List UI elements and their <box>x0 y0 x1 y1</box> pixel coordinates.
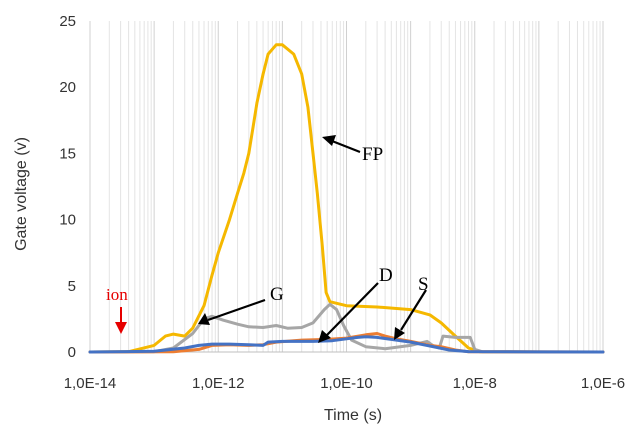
fp-label: FP <box>362 144 383 165</box>
fp-arrowhead <box>322 135 336 146</box>
x-tick-labels: 1,0E-14 1,0E-12 1,0E-10 1,0E-8 1,0E-6 <box>64 375 625 392</box>
y-tick-labels: 0 5 10 15 20 25 <box>59 13 76 361</box>
s-arrowhead <box>394 327 405 340</box>
g-arrowhead <box>198 313 210 325</box>
y-axis-title: Gate voltage (v) <box>13 137 30 251</box>
y-tick-label: 25 <box>59 13 76 30</box>
annotation-arrows <box>198 135 427 343</box>
fp-arrow <box>331 139 361 154</box>
ion-label: ion <box>106 285 128 304</box>
series-line-s <box>88 335 605 354</box>
x-tick-label: 1,0E-8 <box>453 375 497 392</box>
s-label: S <box>418 274 429 295</box>
g-arrow <box>207 298 266 322</box>
x-tick-label: 1,0E-6 <box>581 375 625 392</box>
y-tick-label: 0 <box>68 344 76 361</box>
y-tick-label: 20 <box>59 79 76 96</box>
y-tick-label: 5 <box>68 278 76 295</box>
grid <box>89 21 604 353</box>
d-arrow <box>326 282 379 336</box>
g-label: G <box>270 284 284 305</box>
s-arrow <box>400 289 427 331</box>
d-arrowhead <box>318 330 331 343</box>
y-tick-label: 15 <box>59 145 76 162</box>
y-tick-label: 10 <box>59 212 76 229</box>
x-tick-label: 1,0E-12 <box>192 375 245 392</box>
ion-arrowhead <box>115 322 127 334</box>
x-tick-label: 1,0E-14 <box>64 375 117 392</box>
x-tick-label: 1,0E-10 <box>320 375 373 392</box>
x-axis-title: Time (s) <box>324 407 382 424</box>
series-line-fp <box>88 43 605 354</box>
ion-marker <box>115 307 127 334</box>
d-label: D <box>379 265 393 286</box>
